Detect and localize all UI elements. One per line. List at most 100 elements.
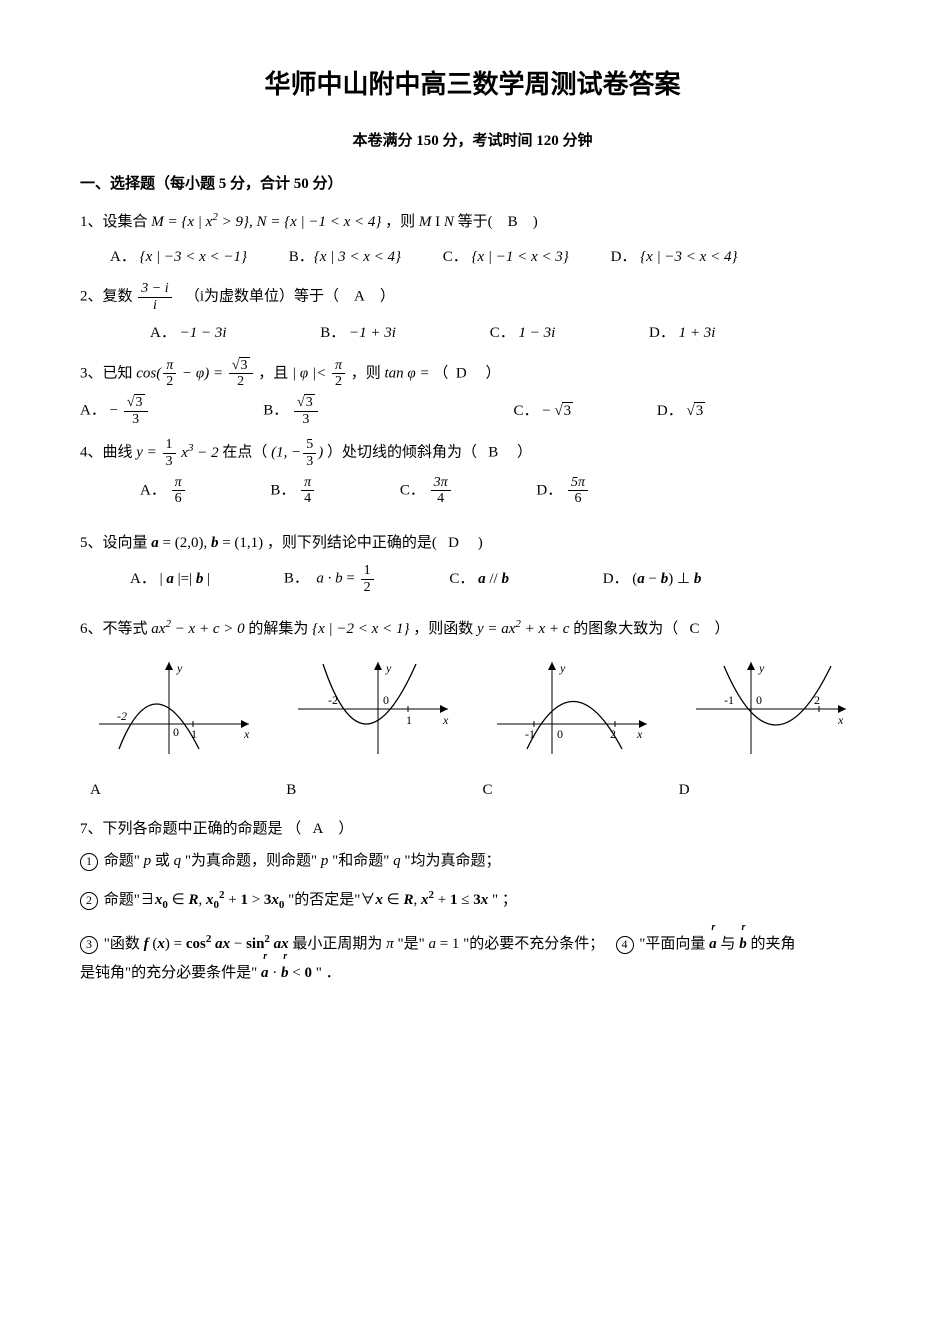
q1-optD-label: D． (611, 249, 637, 265)
q1-answer: B (508, 214, 518, 230)
q3-answer: D (456, 365, 467, 381)
q4-answer: B (488, 445, 498, 461)
question-6: 6、不等式 ax2 − x + c > 0 的解集为 {x | −2 < x <… (80, 615, 865, 644)
q4-optD-label: D． (536, 482, 562, 498)
q5-options: A． | a |=| b | B． a · b = 12 C． a // b D… (130, 563, 865, 595)
q5-optA-label: A． (130, 571, 156, 587)
q1-suffix: 等于( (458, 214, 493, 230)
q3-optA-label: A． (80, 403, 106, 419)
q6-mid2: ，则函数 (413, 621, 477, 637)
q1-options: A． {x | −3 < x < −1} B．{x | 3 < x < 4} C… (110, 243, 865, 272)
q3-optB-label: B． (263, 403, 288, 419)
q7-l4b: 与 (720, 936, 739, 952)
q4-mid2: ）处切线的倾斜角为（ (327, 445, 477, 461)
question-5: 5、设向量 a = (2,0), b = (1,1) ，则下列结论中正确的是( … (80, 529, 865, 558)
graph-A-svg: -2 0 1 x y (89, 654, 259, 764)
q6-prefix: 6、不等式 (80, 621, 151, 637)
question-2: 2、复数 3 − ii （i为虚数单位）等于（ A ） (80, 281, 865, 313)
q7-l1d: "和命题" (332, 853, 393, 869)
q2-optB-label: B． (320, 325, 345, 341)
q5-answer: D (448, 535, 459, 551)
svg-text:y: y (758, 661, 765, 675)
q7-l1a: 命题" (104, 853, 144, 869)
svg-text:2: 2 (610, 727, 616, 741)
q2-optA-val: −1 − 3i (180, 325, 227, 341)
q2-optD-label: D． (649, 325, 675, 341)
q7-l3a: "函数 (104, 936, 144, 952)
q1-setM: M = {x | x2 > 9}, N = {x | −1 < x < 4} (151, 214, 381, 230)
q7-l3c: "是" (397, 936, 428, 952)
q7-l3d: "的必要不充分条件； (463, 936, 604, 952)
svg-text:1: 1 (191, 727, 197, 741)
circled-1-icon: 1 (80, 853, 98, 871)
svg-text:-1: -1 (724, 693, 734, 707)
q7-prefix: 7、下列各命题中正确的命题是 （ (80, 821, 301, 837)
svg-text:y: y (385, 661, 392, 675)
q1-optA-label: A． (110, 249, 136, 265)
graph-C-svg: -1 0 2 x y (487, 654, 657, 764)
q2-close: ） (380, 289, 395, 305)
q7-item2: 2 命题"∃x0 ∈ R, x02 + 1 > 3x0 "的否定是"∀x ∈ R… (80, 886, 865, 915)
svg-text:0: 0 (383, 693, 389, 707)
q2-optC-val: 1 − 3i (518, 325, 555, 341)
q6-mid1: 的解集为 (248, 621, 312, 637)
section-heading: 一、选择题（每小题 5 分，合计 50 分） (80, 170, 865, 199)
q7-l5a: 是钝角"的充分必要条件是" (80, 965, 261, 981)
q7-l1b: 或 (155, 853, 174, 869)
q4-optA-label: A． (140, 482, 166, 498)
svg-text:x: x (636, 727, 643, 741)
q2-optB-val: −1 + 3i (349, 325, 396, 341)
q6-graph-labels: A B C D (80, 776, 865, 805)
q7-l4a: "平面向量 (639, 936, 709, 952)
q1-prefix: 1、设集合 (80, 214, 151, 230)
q5-optB-label: B． (284, 571, 309, 587)
circled-4-icon: 4 (616, 936, 634, 954)
svg-text:0: 0 (173, 725, 179, 739)
svg-text:x: x (837, 713, 844, 727)
q7-l1e: "均为真命题； (404, 853, 500, 869)
q5-optD-label: D． (603, 571, 629, 587)
question-1: 1、设集合 M = {x | x2 > 9}, N = {x | −1 < x … (80, 208, 865, 237)
q2-options: A． −1 − 3i B． −1 + 3i C． 1 − 3i D． 1 + 3… (150, 319, 865, 348)
svg-text:x: x (243, 727, 250, 741)
q1-optB-label: B． (289, 249, 314, 265)
graph-D-svg: -1 0 2 x y (686, 654, 856, 764)
q4-options: A． π6 B． π4 C． 3π4 D． 5π6 (140, 475, 865, 507)
q7-l2a: 命题"∃ (104, 892, 155, 908)
q6-labC: C (473, 776, 669, 805)
q7-item4-cont: 是钝角"的充分必要条件是" a · b < 0 " ． (80, 959, 865, 988)
q1-close: ) (533, 214, 538, 230)
q5-mid: ，则下列结论中正确的是( (267, 535, 437, 551)
question-4: 4、曲线 y = 13 x3 − 2 在点（ (1, −53) ）处切线的倾斜角… (80, 437, 865, 469)
q7-item3-4: 3 "函数 f (x) = cos2 ax − sin2 ax 最小正周期为 π… (80, 930, 865, 959)
page-subtitle: 本卷满分 150 分，考试时间 120 分钟 (80, 127, 865, 156)
q7-l2c: " ； (492, 892, 517, 908)
svg-text:-1: -1 (525, 727, 535, 741)
circled-3-icon: 3 (80, 936, 98, 954)
q2-mid: （i为虚数单位）等于（ (185, 289, 339, 305)
q6-mid3: 的图象大致为（ (573, 621, 678, 637)
q3-mid1: ，且 (258, 365, 292, 381)
q1-then: ，则 M I N (385, 214, 458, 230)
q5-optC-label: C． (449, 571, 474, 587)
q5-close: ) (478, 535, 483, 551)
q2-prefix: 2、复数 (80, 289, 136, 305)
q3-prefix: 3、已知 (80, 365, 136, 381)
q2-optC-label: C． (490, 325, 515, 341)
svg-text:x: x (442, 713, 449, 727)
q3-close: ） (485, 365, 500, 381)
circled-2-icon: 2 (80, 892, 98, 910)
svg-text:0: 0 (557, 727, 563, 741)
q1-optC-label: C． (443, 249, 468, 265)
svg-text:2: 2 (814, 693, 820, 707)
q6-close: ） (715, 621, 730, 637)
q6-labB: B (276, 776, 472, 805)
q6-labA: A (80, 776, 276, 805)
q4-optC-label: C． (400, 482, 425, 498)
svg-text:0: 0 (756, 693, 762, 707)
q3-mid2: ，则 (351, 365, 385, 381)
q6-graphs: -2 0 1 x y -2 0 1 x y (80, 654, 865, 775)
graph-D: -1 0 2 x y (677, 654, 865, 775)
q7-l1c: "为真命题，则命题" (185, 853, 321, 869)
question-7: 7、下列各命题中正确的命题是 （ A ） (80, 815, 865, 844)
